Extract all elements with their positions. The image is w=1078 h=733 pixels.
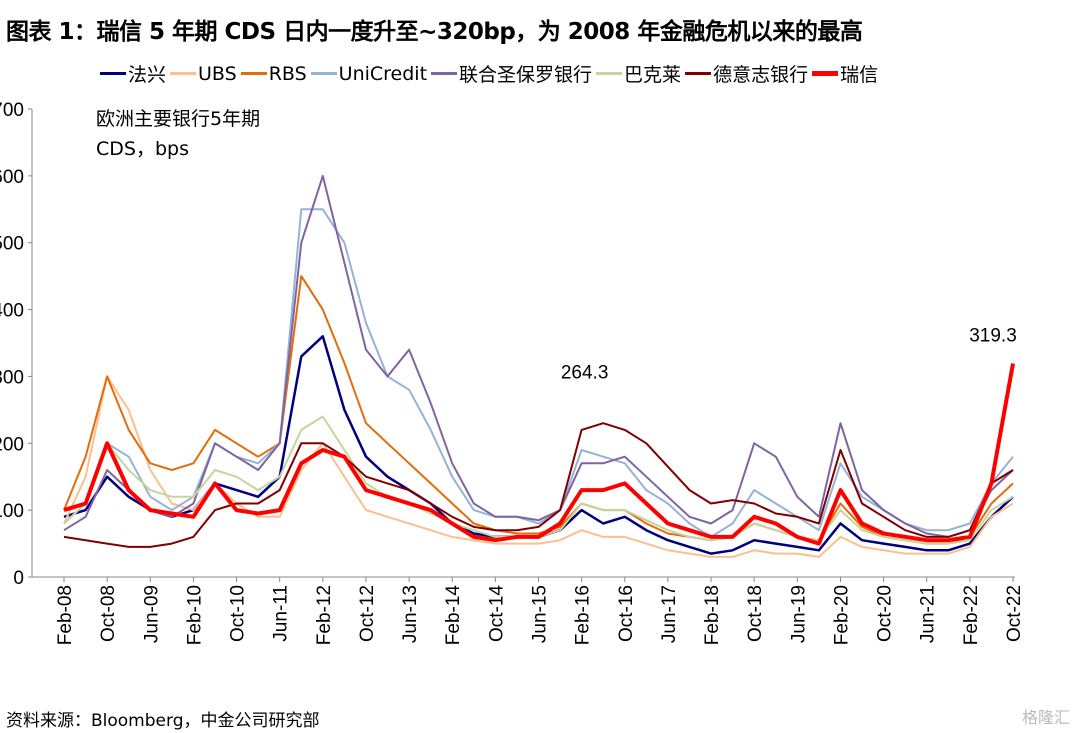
x-tick-label: Feb-14 (443, 585, 464, 646)
y-tick-label: 0 (13, 568, 24, 589)
chart-title: 图表 1：瑞信 5 年期 CDS 日内一度升至~320bp，为 2008 年金融… (6, 19, 863, 45)
x-tick-label: Feb-08 (55, 585, 76, 645)
data-annotation: 264.3 (561, 362, 609, 383)
legend-label: 瑞信 (840, 64, 879, 86)
y-tick-label: 400 (0, 301, 24, 322)
x-tick-label: Jun-21 (918, 585, 939, 643)
legend-item: 法兴 (100, 60, 166, 87)
legend-item: 瑞信 (812, 60, 878, 87)
y-axis-label-line: CDS，bps (96, 138, 189, 160)
legend-item: RBS (240, 62, 307, 85)
y-tick-label: 100 (0, 501, 24, 522)
x-tick-label: Feb-16 (573, 585, 594, 645)
y-tick-label: 600 (0, 167, 24, 188)
y-axis-label: 欧洲主要银行5年期 CDS，bps (96, 104, 260, 164)
y-axis-label-line: 欧洲主要银行5年期 (96, 108, 261, 130)
x-tick-label: Feb-18 (702, 585, 723, 645)
series-line (63, 422, 1014, 548)
legend-label: 巴克莱 (624, 64, 682, 86)
watermark: 格隆汇 (1021, 710, 1070, 727)
legend-label: 德意志银行 (713, 64, 809, 86)
x-tick-label: Jun-11 (271, 585, 292, 642)
x-tick-label: Feb-12 (314, 585, 335, 645)
legend-swatch (100, 72, 126, 75)
legend-item: 巴克莱 (596, 60, 681, 87)
legend: 法兴 UBS RBS UniCredit 联合圣保罗银行 巴克莱 德意志银行 瑞信 (100, 60, 882, 87)
x-tick-label: Jun-17 (659, 585, 680, 643)
legend-swatch (240, 72, 267, 75)
legend-swatch (596, 72, 623, 75)
source-note: 资料来源：Bloomberg，中金公司研究部 (6, 711, 320, 731)
x-tick-label: Oct-08 (98, 585, 119, 642)
series-line (63, 174, 1014, 538)
x-tick-label: Oct-10 (228, 585, 249, 642)
x-tick-label: Jun-19 (788, 585, 809, 643)
legend-label: 联合圣保罗银行 (459, 64, 593, 86)
x-tick-label: Oct-18 (745, 585, 766, 642)
y-tick-label: 500 (0, 234, 24, 255)
series-line (63, 208, 1014, 538)
legend-label: UniCredit (338, 62, 428, 85)
y-tick-label: 700 (0, 100, 24, 121)
series-line (63, 415, 1014, 545)
legend-item: UBS (170, 63, 237, 85)
legend-swatch (685, 72, 712, 75)
x-tick-label: Feb-22 (961, 585, 982, 645)
legend-item: 联合圣保罗银行 (431, 60, 592, 87)
legend-label: RBS (268, 62, 307, 85)
legend-label: 法兴 (128, 64, 167, 86)
legend-swatch (310, 72, 337, 75)
x-tick-label: Feb-20 (831, 585, 852, 645)
legend-item: UniCredit (310, 62, 428, 85)
legend-swatch (431, 72, 458, 75)
x-tick-label: Oct-12 (357, 585, 378, 642)
y-tick-label: 300 (0, 367, 24, 388)
x-tick-label: Jun-13 (400, 585, 421, 643)
x-tick-label: Oct-16 (616, 585, 637, 642)
legend-swatch (812, 71, 839, 76)
data-annotation: 319.3 (969, 326, 1017, 347)
y-tick-label: 200 (0, 434, 24, 455)
x-tick-label: Feb-10 (184, 585, 205, 645)
series-line (63, 275, 1014, 545)
legend-item: 德意志银行 (685, 60, 808, 87)
x-tick-label: Oct-20 (875, 585, 896, 642)
x-tick-label: Oct-14 (486, 585, 507, 642)
x-tick-label: Jun-15 (530, 585, 551, 643)
legend-label: UBS (198, 62, 237, 85)
x-tick-label: Jun-09 (141, 585, 162, 643)
series-line (63, 363, 1015, 546)
x-tick-label: Oct-22 (1004, 585, 1025, 642)
legend-swatch (170, 72, 197, 75)
